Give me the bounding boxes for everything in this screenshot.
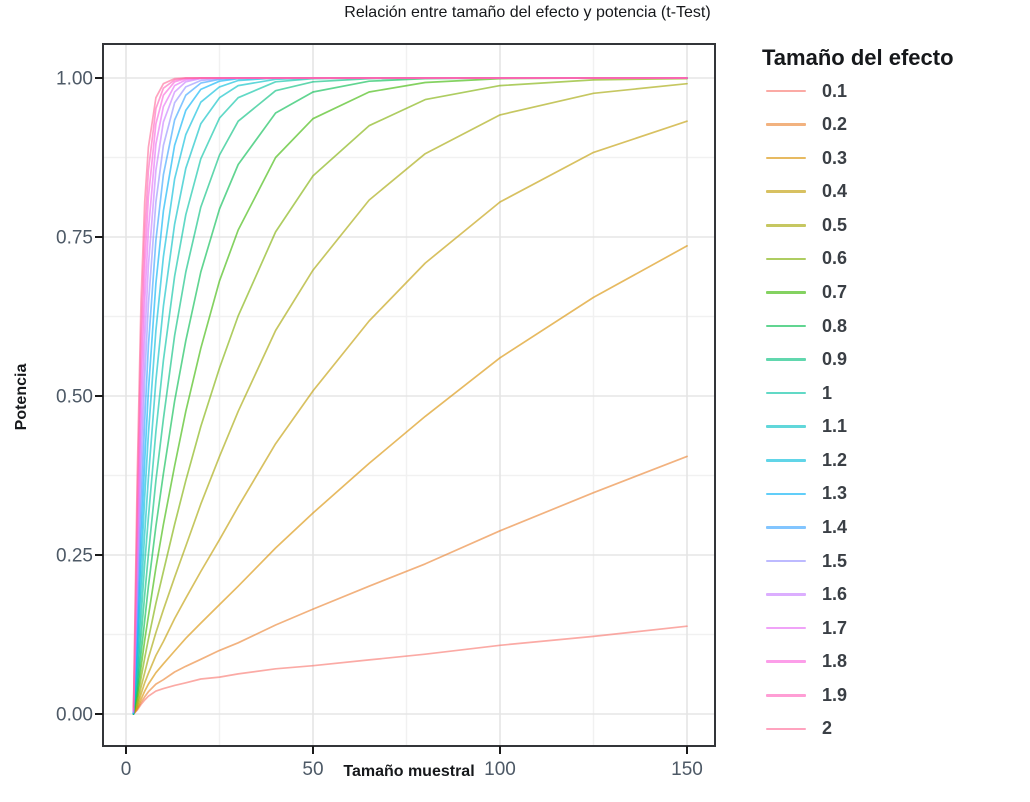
y-tick-label: 0.00: [56, 705, 93, 726]
legend-item-label: 1.2: [822, 449, 848, 470]
legend-item-label: 1.5: [822, 550, 848, 571]
legend-item-0.4: 0.4: [766, 181, 847, 203]
legend-item-1.2: 1.2: [766, 449, 847, 471]
legend-item-1: 1: [766, 382, 832, 404]
y-tick-label: 0.75: [56, 228, 93, 249]
legend-key-line-icon: [766, 123, 806, 126]
legend-item-0.7: 0.7: [766, 281, 847, 303]
legend-item-1.9: 1.9: [766, 684, 847, 706]
y-tick-label: 0.25: [56, 546, 93, 567]
power-curve-0.1: [132, 625, 688, 715]
legend-item-label: 2: [822, 718, 833, 739]
legend-key-line-icon: [766, 224, 806, 227]
legend-key-line-icon: [766, 526, 806, 529]
legend-key-line-icon: [766, 391, 806, 395]
legend-key-line-icon: [766, 694, 806, 697]
legend-item-label: 0.4: [822, 181, 848, 202]
legend-item-label: 0.5: [822, 214, 848, 235]
power-curve-0.7: [132, 77, 688, 715]
legend-item-label: 1.7: [822, 617, 848, 638]
legend-key-line-icon: [766, 425, 806, 428]
legend-key-line-icon: [766, 727, 806, 731]
x-tick-label: 100: [484, 759, 516, 780]
legend-item-label: 1: [822, 382, 833, 403]
legend-item-1.1: 1.1: [766, 416, 847, 438]
legend-item-label: 0.3: [822, 147, 848, 168]
legend-item-label: 1.9: [822, 684, 848, 705]
legend-item-label: 0.2: [822, 114, 848, 135]
power-curve-0.4: [132, 120, 688, 715]
legend-item-0.2: 0.2: [766, 114, 847, 136]
legend-key-line-icon: [766, 156, 806, 160]
legend-item-label: 0.9: [822, 349, 848, 370]
legend-key-line-icon: [766, 190, 806, 193]
legend-item-label: 1.6: [822, 584, 848, 604]
legend-key-line-icon: [766, 358, 806, 361]
legend-item-1.4: 1.4: [766, 516, 847, 538]
legend-item-0.5: 0.5: [766, 214, 847, 236]
legend-item-label: 0.1: [822, 80, 848, 101]
x-tick-label: 50: [302, 759, 323, 780]
legend-item-0.6: 0.6: [766, 248, 847, 270]
legend-item-1.8: 1.8: [766, 651, 847, 673]
x-axis-title: Tamaño muestral: [343, 763, 475, 780]
legend-key-line-icon: [766, 593, 806, 596]
legend-key-line-icon: [766, 324, 806, 328]
panel-background: [103, 44, 715, 746]
legend-item-1.7: 1.7: [766, 617, 847, 639]
legend-key-line-icon: [766, 257, 806, 261]
legend-item-label: 1.4: [822, 516, 848, 537]
power-curve-2: [132, 77, 688, 708]
legend-item-label: 0.8: [822, 315, 848, 336]
legend-item-0.8: 0.8: [766, 315, 847, 337]
legend-item-0.3: 0.3: [766, 147, 847, 169]
legend-key-line-icon: [766, 559, 806, 563]
x-tick-label: 150: [671, 759, 703, 780]
legend-item-label: 1.1: [822, 416, 848, 437]
power-curve-0.3: [132, 245, 688, 715]
legend-item-label: 1.3: [822, 483, 848, 504]
legend-key-line-icon: [766, 660, 806, 663]
legend-item-label: 0.7: [822, 281, 848, 302]
x-tick-label: 0: [121, 759, 132, 780]
power-curve-0.6: [132, 77, 688, 715]
legend-key-line-icon: [766, 459, 806, 462]
legend-item-label: 0.6: [822, 248, 848, 269]
y-tick-label: 1.00: [56, 69, 93, 90]
legend-title: Tamaño del efecto: [762, 45, 954, 70]
chart-title: Relación entre tamaño del efecto y poten…: [344, 4, 711, 21]
legend-item-2: 2: [766, 718, 832, 740]
legend-key-line-icon: [766, 492, 806, 496]
legend: 0.1 0.2 0.3 0.4 0.5 0.6 0.7 0.8 0.9 1 1.1 1.2 1.3 1.4…: [766, 0, 1026, 802]
legend-key-line-icon: [766, 291, 806, 294]
y-tick-label: 0.50: [56, 387, 93, 408]
legend-item-1.5: 1.5: [766, 550, 847, 572]
legend-item-0.1: 0.1: [766, 80, 847, 102]
power-curve-0.2: [132, 455, 688, 715]
power-curve-0.5: [132, 82, 688, 715]
legend-item-0.9: 0.9: [766, 349, 847, 371]
legend-key-line-icon: [766, 626, 806, 630]
legend-item-1.6: 1.6: [766, 584, 847, 606]
legend-key-line-icon: [766, 89, 806, 93]
legend-item-1.3: 1.3: [766, 483, 847, 505]
legend-item-label: 1.8: [822, 651, 848, 672]
